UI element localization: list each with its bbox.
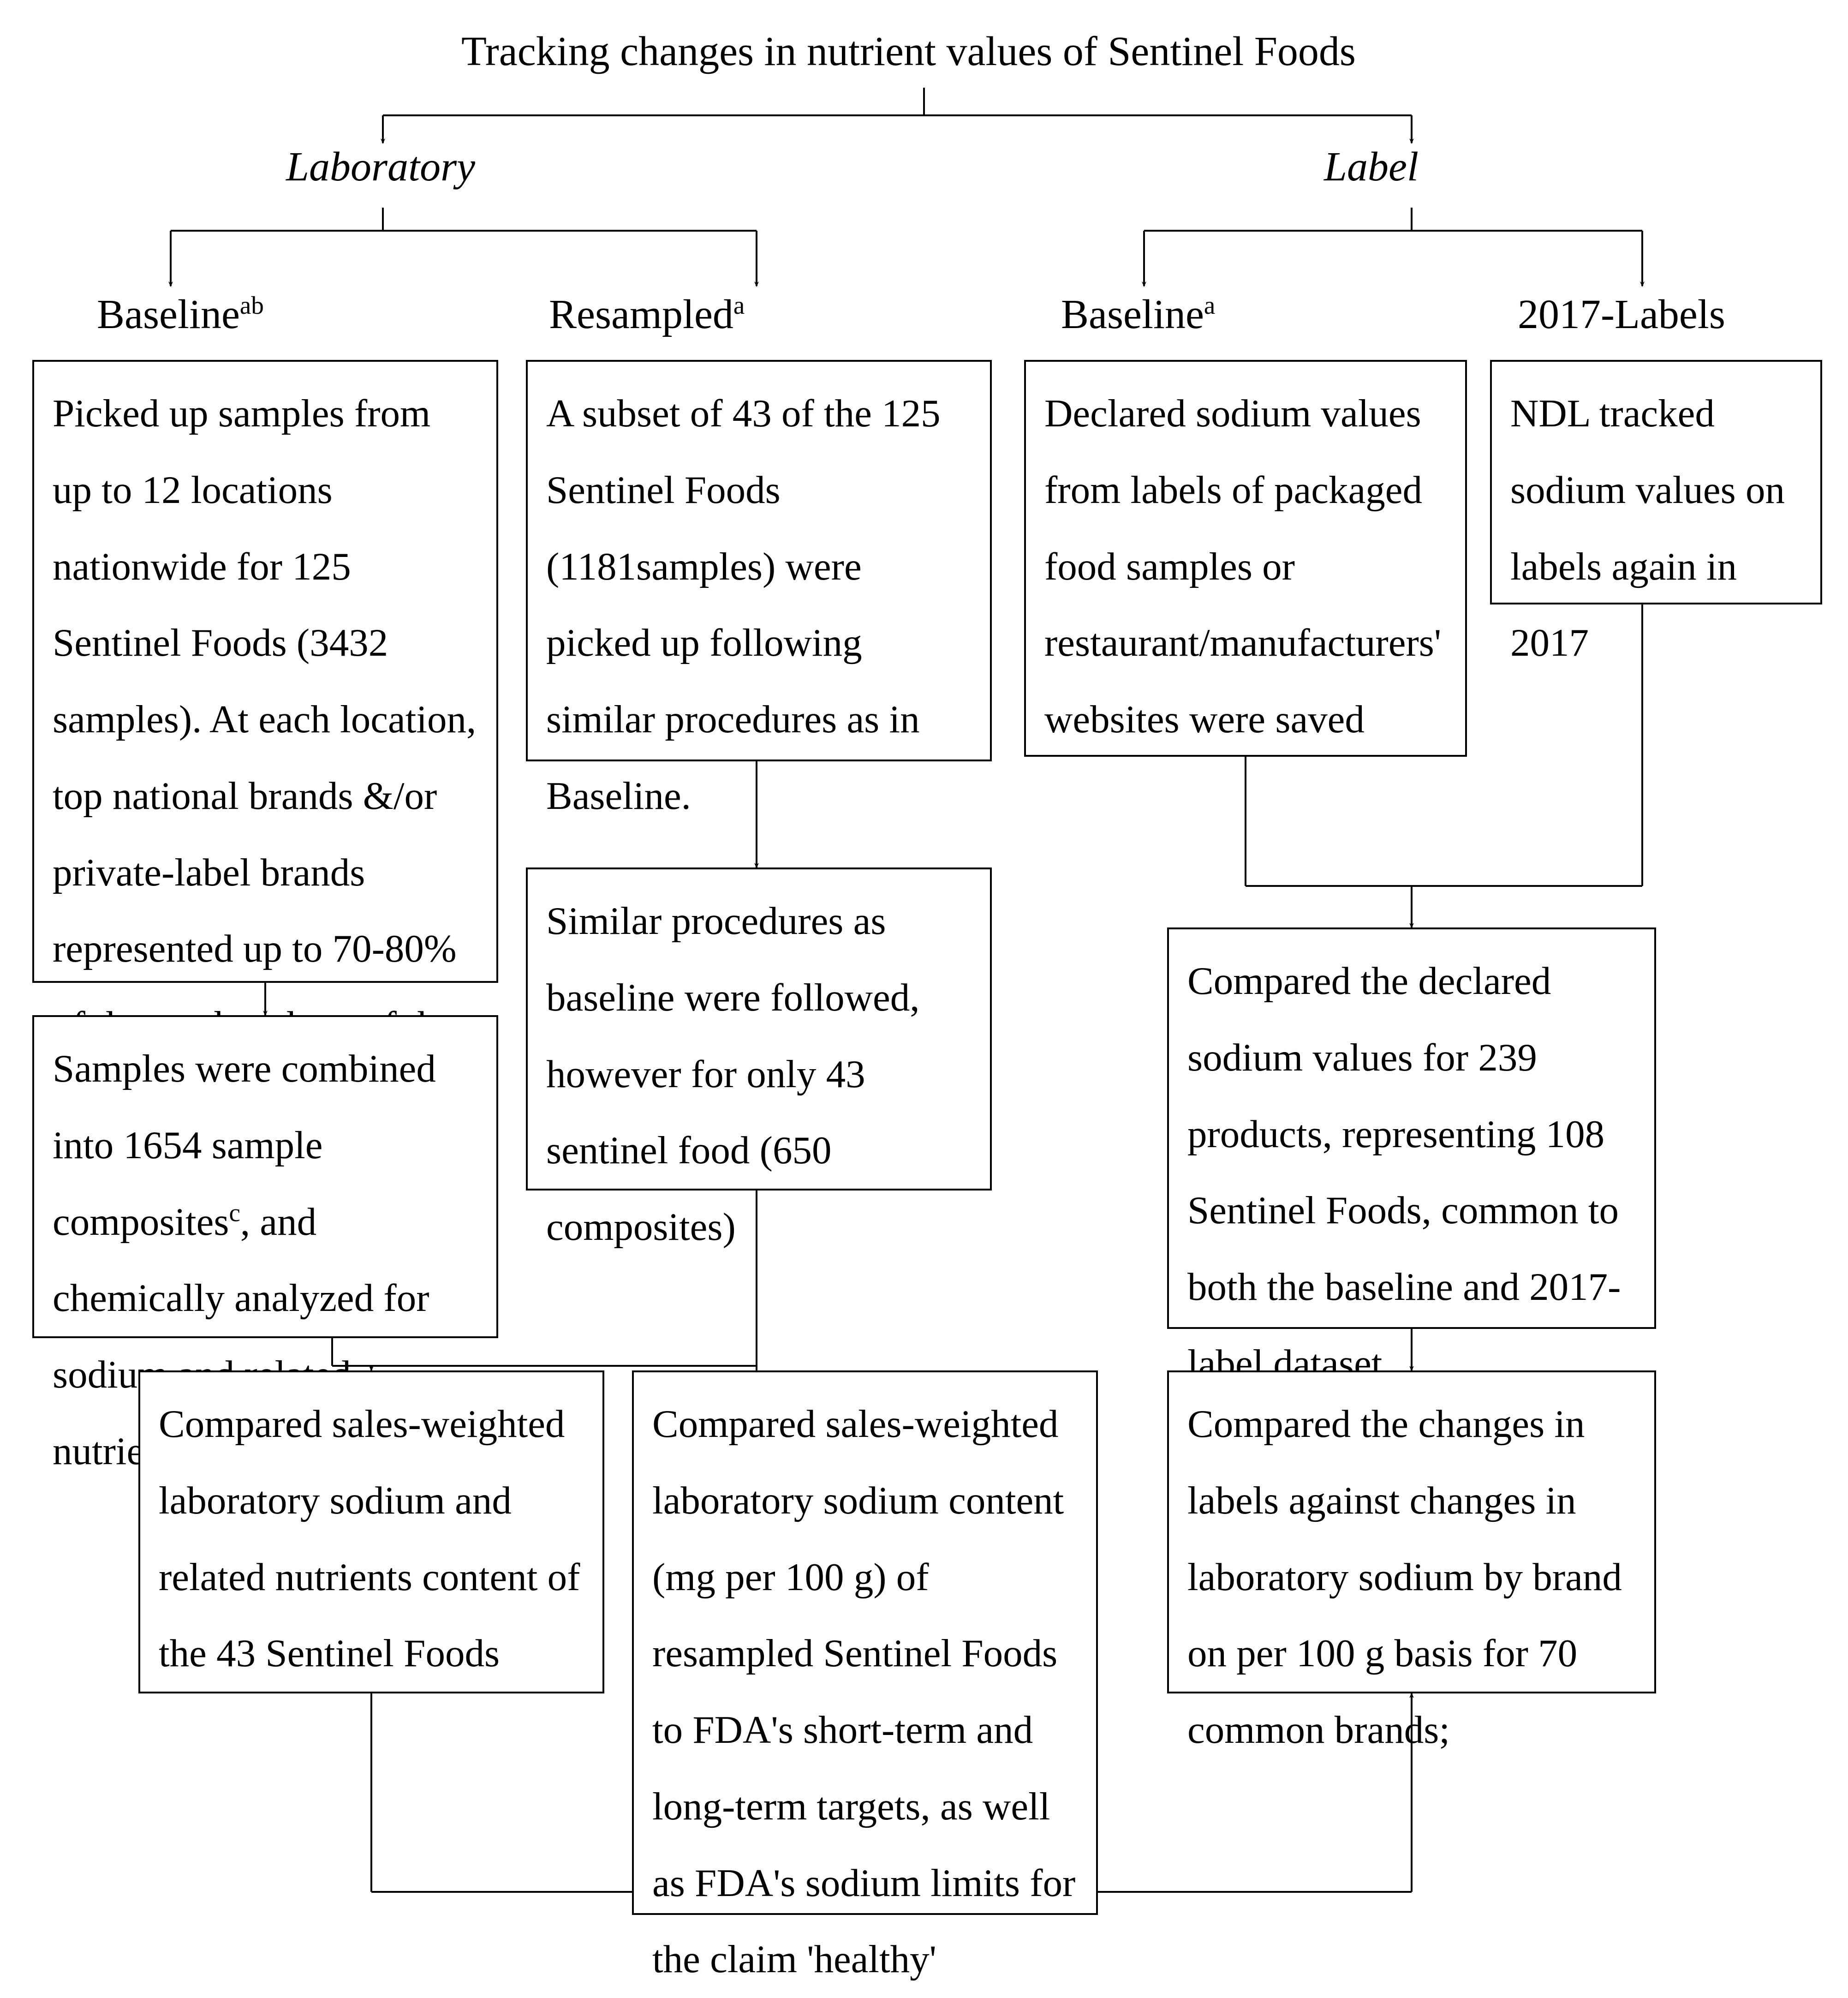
column-text: Resampled	[549, 292, 733, 337]
column-label-lab-resampled: Resampleda	[549, 291, 745, 338]
box-lab-output-1: Compared sales-weighted laboratory sodiu…	[138, 1370, 604, 1693]
sup-c: c	[229, 1198, 240, 1226]
section-label-label: Label	[1324, 143, 1419, 191]
box-label-compare-1: Compared the declared sodium values for …	[1167, 927, 1656, 1329]
column-label-2017: 2017-Labels	[1518, 291, 1725, 338]
box-lab-resampled-1: A subset of 43 of the 125 Sentinel Foods…	[526, 360, 992, 761]
box-label-baseline-1: Declared sodium values from labels of pa…	[1024, 360, 1467, 757]
column-sup: ab	[240, 291, 264, 319]
column-sup: a	[733, 291, 745, 319]
box-lab-resampled-2: Similar procedures as baseline were foll…	[526, 867, 992, 1190]
column-sup: a	[1204, 291, 1215, 319]
box-label-2017-1: NDL tracked sodium values on labels agai…	[1490, 360, 1822, 604]
flowchart-canvas: Tracking changes in nutrient values of S…	[0, 0, 1848, 1932]
section-label-laboratory: Laboratory	[286, 143, 475, 191]
box-lab-baseline-1: Picked up samples from up to 12 location…	[32, 360, 498, 983]
box-lab-baseline-2: Samples were combined into 1654 sample c…	[32, 1015, 498, 1338]
box-lab-output-2: Compared sales-weighted laboratory sodiu…	[632, 1370, 1098, 1915]
column-label-lab-baseline: Baselineab	[97, 291, 264, 338]
page-title: Tracking changes in nutrient values of S…	[461, 28, 1356, 75]
column-label-label-baseline: Baselinea	[1061, 291, 1215, 338]
box-label-compare-2: Compared the changes in labels against c…	[1167, 1370, 1656, 1693]
column-text: Baseline	[1061, 292, 1204, 337]
column-text: 2017-Labels	[1518, 292, 1725, 337]
column-text: Baseline	[97, 292, 240, 337]
